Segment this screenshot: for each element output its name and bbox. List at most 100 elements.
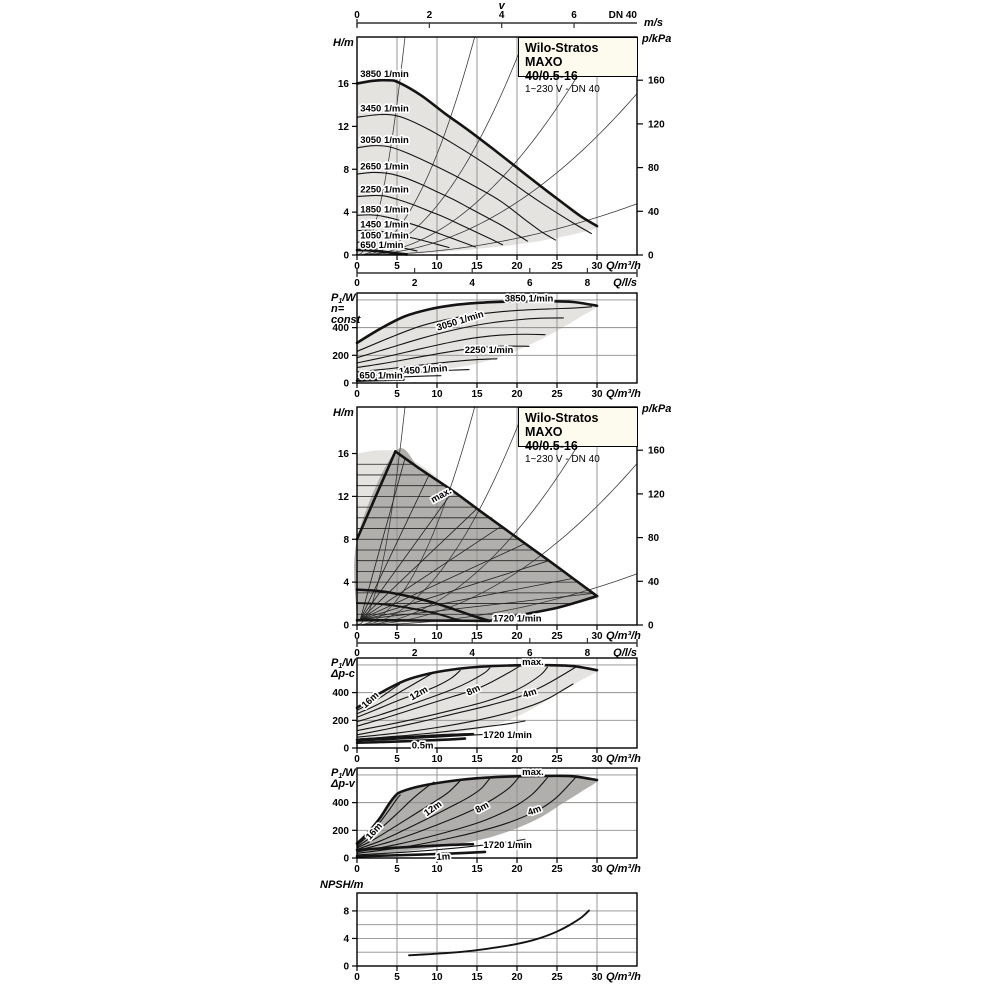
x-tick-label: 10 [431,754,443,765]
x-tick-label: 20 [511,631,523,642]
y-tick-label: 0 [343,621,349,632]
title-box-top: Wilo-Stratos MAXO 40/0.5-16 1~230 V - DN… [518,37,638,95]
y-tick-label: 4 [343,208,349,219]
plot-border [356,36,638,256]
curve-1720 1/min [355,588,491,623]
dp-v-control-line [360,592,594,621]
y-axis-label: NPSH/m [320,879,364,891]
y-tick-label: 200 [332,351,349,362]
chart-head-flow-control-range: 0 5 10 15 20 25 30 Q/m³/h0481216H/m04080120160p… [333,403,671,659]
right-tick-label: 0 [648,251,654,262]
curve-label: 1450 1/min [360,219,409,230]
ls-tick-label: 0 [354,648,360,659]
right-axis-label: p/kPa [641,33,671,45]
guide-parabola [356,573,638,626]
curve-16m [356,683,400,711]
plot-border [356,657,638,749]
ls-tick-label: 6 [527,278,533,289]
curve-3450 1/min [356,113,592,235]
y-axis-label: P1/W [331,292,357,305]
curve-series [356,333,546,364]
x-tick-label: 15 [471,261,483,272]
plot-border [356,892,638,967]
curve-2250 1/min [356,194,504,246]
pump-electrical: 1~230 V - DN 40 [525,454,600,465]
dp-v-control-line [359,474,430,620]
y-axis-label: P1/W [331,657,357,670]
curve-label: 3850 1/min [505,293,554,304]
curve-series [356,375,442,380]
curve-label: 650 1/min [360,240,403,251]
curve-min-boundary-flat [355,618,491,623]
curve-label: 3050 1/min [360,135,409,146]
y-axis-label: H/m [333,407,354,419]
chart-npsh-flow: 0 5 10 15 20 25 30 Q/m³/h 0 4 8 NPSH/m [320,879,641,983]
guide-parabola [356,36,601,256]
v-tick-label: 4 [499,10,505,21]
curve-2250 1/min [356,345,530,369]
ls-tick-label: 8 [585,278,591,289]
y-tick-label: 400 [332,688,349,699]
x-tick-label: 20 [511,261,523,272]
chart-power-dp-c: 0 5 10 15 20 25 30 Q/m³/h0200400P1/WΔp-cmax.16m… [330,655,641,765]
curve-16m [356,794,401,847]
x-tick-label: 0 [354,631,360,642]
y-tick-label: 8 [343,165,349,176]
x-tick-label: 20 [511,972,523,983]
y-tick-label: 4 [343,934,349,945]
pump-electrical: 1~230 V - DN 40 [525,84,600,95]
x-tick-label: 0 [354,754,360,765]
x-tick-label: 20 [511,389,523,400]
y-axis-label: Δp-c [330,668,355,680]
y-tick-label: 200 [332,826,349,837]
x-tick-label: 10 [431,864,443,875]
pump-model: Wilo-Stratos MAXO [525,411,599,439]
curve-label: 0.5m [412,741,434,752]
curve-series [356,781,435,848]
pump-model: Wilo-Stratos MAXO [525,41,599,69]
curve-label: 2250 1/min [465,345,514,356]
curve-series [356,306,592,352]
curve-max [355,774,599,845]
right-tick-label: 160 [648,76,665,87]
curve-12m [356,669,461,718]
curve-series [356,838,526,856]
curve-4m [356,666,576,736]
curve-label: 2650 1/min [360,162,409,173]
curve-NPSH [408,909,590,957]
chart-power-dp-v: 0 5 10 15 20 25 30 Q/m³/h0200400P1/WΔp-vmax.16m… [330,765,641,875]
x-tick-label: 0 [354,389,360,400]
curve-label: 650 1/min [359,370,402,381]
curve-label: 1720 1/min [483,730,532,741]
curve-label: 3450 1/min [360,104,409,115]
chart-power-constant-speeds: 0 5 10 15 20 25 30 Q/m³/h 0 200 400 P1/Wn=const 3850… [331,292,641,400]
curve-label: 1050 1/min [360,231,409,242]
curve-3850 1/min [355,78,599,228]
v-axis-label: v [499,0,506,12]
dn-label: DN 40 [609,10,638,21]
curve-label: max. [522,767,544,778]
guide-parabola [356,406,601,626]
dp-v-control-line [360,560,550,621]
ls-axis-label: Q/l/s [613,647,637,659]
curve-series [356,733,490,742]
curve-series [356,666,548,732]
curve-label: 1450 1/min [399,363,448,377]
right-tick-label: 40 [648,577,660,588]
y-axis-label: P1/W [331,767,357,780]
curve-label: 1850 1/min [360,204,409,215]
x-tick-label: 15 [471,972,483,983]
dp-v-control-line [360,577,574,621]
right-tick-label: 120 [648,119,665,130]
right-tick-label: 40 [648,207,660,218]
ls-tick-label: 2 [412,278,418,289]
x-tick-label: 15 [471,631,483,642]
x-tick-label: 25 [551,972,563,983]
y-axis-label: const [331,314,362,326]
curve-1450 1/min [356,229,450,249]
operating-region [354,448,598,622]
v-tick-label: 6 [571,10,577,21]
x-axis-label: Q/m³/h [606,753,641,765]
x-tick-label: 25 [551,754,563,765]
